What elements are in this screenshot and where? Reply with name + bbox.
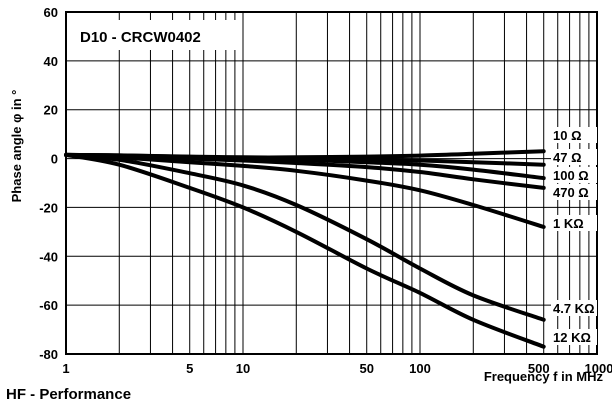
x-tick-labels: 1 5 10 50 100 500 1000 bbox=[62, 361, 612, 376]
y-tick-label: -40 bbox=[39, 249, 58, 264]
x-tick-label: 10 bbox=[236, 361, 250, 376]
series-label-bg bbox=[551, 184, 597, 200]
x-tick-label: 1000 bbox=[585, 361, 612, 376]
chart-title: D10 - CRCW0402 bbox=[80, 29, 201, 46]
phase-angle-chart: 1 5 10 50 100 500 1000 60 40 20 0 -20 -40 -60 -80 10 … bbox=[9, 5, 612, 384]
title-box bbox=[72, 20, 240, 50]
series-label-5: 4.7 KΩ bbox=[553, 301, 595, 316]
series-labels: 10 Ω 47 Ω 100 Ω 470 Ω 1 KΩ 4.7 KΩ 12 KΩ bbox=[551, 127, 597, 345]
series-label-3: 470 Ω bbox=[553, 185, 589, 200]
series-label-bg bbox=[551, 215, 597, 231]
y-tick-labels: 60 40 20 0 -20 -40 -60 -80 bbox=[39, 5, 58, 362]
series-label-bg bbox=[551, 149, 597, 165]
x-tick-label: 100 bbox=[409, 361, 431, 376]
series-label-4: 1 KΩ bbox=[553, 216, 584, 231]
series-label-bg bbox=[551, 329, 597, 345]
x-tick-label: 50 bbox=[359, 361, 373, 376]
series-line-5 bbox=[64, 152, 546, 322]
series-label-2: 100 Ω bbox=[553, 168, 589, 183]
x-tick-label: 5 bbox=[186, 361, 193, 376]
series-label-bg bbox=[551, 300, 597, 316]
series-label-bg bbox=[551, 127, 597, 143]
y-tick-label: 40 bbox=[44, 54, 58, 69]
series-label-0: 10 Ω bbox=[553, 128, 582, 143]
y-tick-label: -20 bbox=[39, 200, 58, 215]
x-tick-label: 1 bbox=[62, 361, 69, 376]
y-tick-label: 60 bbox=[44, 5, 58, 20]
x-tick-label: 500 bbox=[528, 361, 550, 376]
series-line-4 bbox=[64, 152, 546, 229]
y-tick-label: -60 bbox=[39, 298, 58, 313]
y-axis-label: Phase angle φ in ° bbox=[9, 90, 24, 203]
y-tick-label: 0 bbox=[51, 152, 58, 167]
series-label-1: 47 Ω bbox=[553, 150, 582, 165]
series-label-6: 12 KΩ bbox=[553, 330, 591, 345]
y-tick-label: 20 bbox=[44, 103, 58, 118]
series-line-6 bbox=[64, 152, 546, 349]
footer-caption: HF - Performance bbox=[6, 386, 132, 403]
x-axis-label: Frequency f in MHz bbox=[484, 369, 604, 384]
curves bbox=[64, 149, 546, 349]
y-tick-label: -80 bbox=[39, 347, 58, 362]
series-label-bg bbox=[551, 167, 597, 183]
